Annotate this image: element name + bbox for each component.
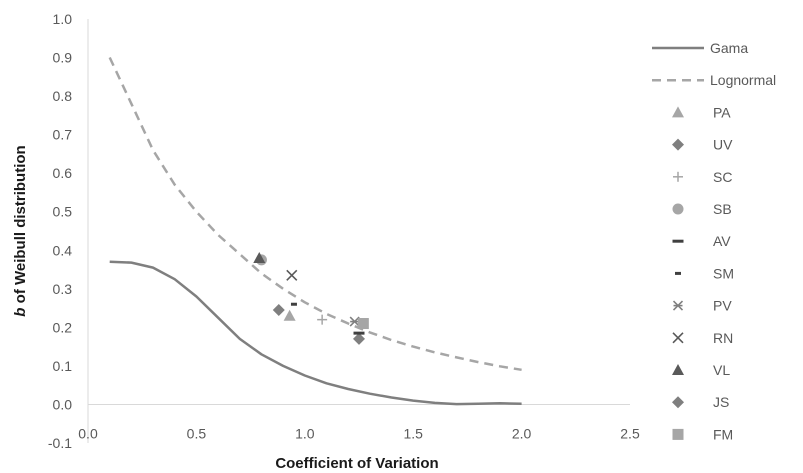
- point-rn: [286, 269, 298, 281]
- legend-label-sb: SB: [713, 201, 732, 217]
- point-pa: [283, 309, 296, 321]
- point-fm: [357, 318, 369, 330]
- legend-marker-av: [672, 239, 684, 243]
- y-tick-label: 0.4: [53, 242, 73, 258]
- curves: [108, 56, 522, 406]
- legend-label-fm: FM: [713, 426, 733, 442]
- legend-marker-js: [672, 396, 684, 409]
- legend-label-js: JS: [713, 394, 729, 410]
- legend-marker-pv: [672, 300, 684, 311]
- curve-lognormal: [108, 56, 522, 372]
- x-tick-label: 0.5: [187, 425, 207, 441]
- legend-marker-sm: [675, 271, 681, 275]
- axes: -0.1 0.0 0.1 0.2 0.3 0.4 0.5 0.6 0.7 0.8 0.9 1.0 0.0…: [48, 11, 640, 451]
- y-tick-label: 0.5: [53, 204, 73, 220]
- legend-label-av: AV: [713, 233, 731, 249]
- x-b: [672, 332, 684, 344]
- legend-label-gama: Gama: [710, 40, 748, 56]
- y-axis-label-italic: b: [12, 308, 29, 317]
- legend-marker-sc: [673, 171, 683, 182]
- point-pv: [349, 316, 360, 327]
- x-tick-label: 2.5: [620, 425, 640, 441]
- legend-marker-rn: [672, 332, 684, 344]
- curve-gama: [109, 260, 522, 406]
- y-tick-label: 0.3: [53, 281, 73, 297]
- legend-label-pa: PA: [713, 104, 731, 120]
- legend-label-pv: PV: [713, 298, 732, 314]
- y-tick-label: 0.8: [53, 88, 73, 104]
- x-axis-label: Coefficient of Variation: [275, 455, 438, 472]
- point-sc: [317, 314, 328, 325]
- x-tick-label: 2.0: [512, 425, 532, 441]
- y-tick-label: 0.9: [53, 50, 73, 66]
- point-sm: [290, 302, 297, 306]
- legend-marker-uv: [672, 138, 684, 151]
- y-tick-label: 0.1: [53, 358, 73, 374]
- point-js: [272, 304, 285, 317]
- legend-label-sm: SM: [713, 265, 734, 281]
- legend-label-uv: UV: [713, 137, 733, 153]
- legend-marker-sb: [672, 203, 684, 215]
- y-axis-label: b of Weibull distribution: [12, 145, 29, 316]
- y-tick-label: 0.6: [53, 165, 73, 181]
- legend-label-vl: VL: [713, 362, 730, 378]
- x-tick-label: 1.5: [403, 425, 423, 441]
- x-tick-label: 0.0: [78, 425, 98, 441]
- y-tick-label: 1.0: [53, 11, 73, 27]
- legend-label-rn: RN: [713, 330, 733, 346]
- legend-label-sc: SC: [713, 169, 732, 185]
- legend-marker-pa: [672, 106, 684, 118]
- y-axis-label-rest: of Weibull distribution: [12, 145, 29, 307]
- x-tick-label: 1.0: [295, 425, 315, 441]
- point-uv: [353, 332, 365, 345]
- point-av: [353, 331, 365, 335]
- point-vl: [253, 251, 266, 263]
- data-points: [253, 251, 369, 345]
- x-b: [286, 269, 298, 281]
- legend: Gama Lognormal PA UV SC SB AV SM PV RN VL JS FM: [652, 40, 776, 442]
- legend-label-lognormal: Lognormal: [710, 72, 776, 88]
- legend-marker-vl: [672, 364, 684, 375]
- y-tick-label: 0.2: [53, 319, 73, 335]
- y-tick-label: 0.0: [53, 396, 73, 412]
- legend-marker-fm: [672, 428, 684, 440]
- y-tick-label: 0.7: [53, 127, 73, 143]
- y-tick-label: -0.1: [48, 435, 72, 451]
